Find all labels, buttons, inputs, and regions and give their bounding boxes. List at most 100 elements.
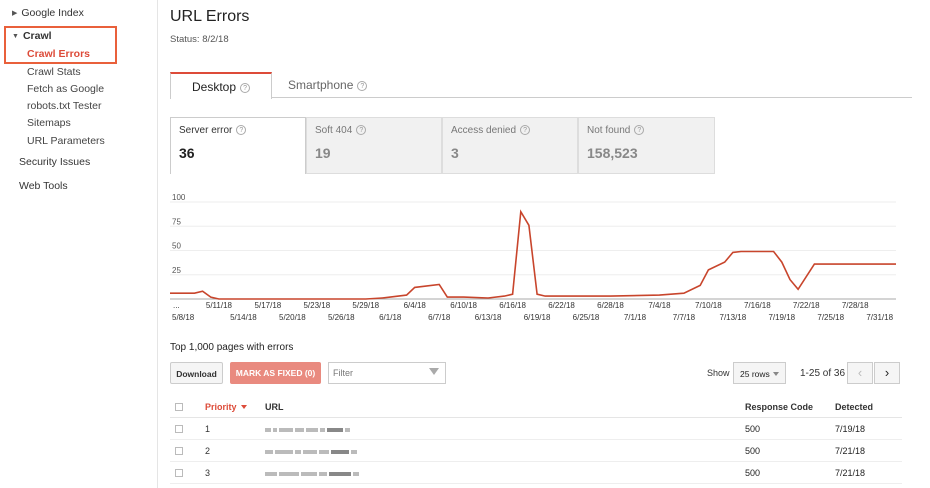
x-tick-label: 7/7/18 xyxy=(673,313,696,322)
sidebar-item-url-parameters[interactable]: URL Parameters xyxy=(27,135,105,147)
sidebar-item-robots-tester[interactable]: robots.txt Tester xyxy=(27,100,102,112)
sidebar-item-label: Google Index xyxy=(21,7,84,19)
rows-per-page-select[interactable]: 25 rows xyxy=(733,362,786,384)
x-tick-label: 6/25/18 xyxy=(573,313,600,322)
y-tick-label: 75 xyxy=(172,217,181,226)
x-tick-label: 7/28/18 xyxy=(842,301,869,310)
row-response-code: 500 xyxy=(745,468,761,478)
highlight-box xyxy=(4,26,117,64)
download-button[interactable]: Download xyxy=(170,362,223,384)
card-value: 158,523 xyxy=(587,145,638,161)
expand-arrow-icon: ▶ xyxy=(12,10,18,17)
card-server-error[interactable]: Server error? 36 xyxy=(170,117,306,174)
page-title: URL Errors xyxy=(170,8,250,25)
row-detected-date: 7/19/18 xyxy=(835,424,866,434)
x-tick-label: 6/28/18 xyxy=(597,301,624,310)
table-row[interactable]: 1 500 7/19/18 xyxy=(170,418,902,440)
sidebar-item-crawl-stats[interactable]: Crawl Stats xyxy=(27,66,81,78)
filter-placeholder: Filter xyxy=(333,368,353,378)
x-tick-label: 7/25/18 xyxy=(817,313,844,322)
y-tick-label: 100 xyxy=(172,193,186,202)
sidebar-item-fetch-as-google[interactable]: Fetch as Google xyxy=(27,83,105,95)
server-error-series-line xyxy=(170,209,896,300)
x-tick-label: 7/4/18 xyxy=(648,301,671,310)
url-header[interactable]: URL xyxy=(265,402,284,412)
show-label: Show xyxy=(707,368,730,378)
header-label: Priority xyxy=(205,402,237,412)
x-tick-label: 5/14/18 xyxy=(230,313,257,322)
card-label: Not found xyxy=(587,125,631,136)
tab-label: Desktop xyxy=(192,80,237,94)
device-tabs: Desktop? Smartphone? xyxy=(170,72,912,99)
x-tick-label: 7/13/18 xyxy=(720,313,747,322)
help-icon[interactable]: ? xyxy=(240,83,251,93)
prev-page-button[interactable]: ‹ xyxy=(847,362,873,384)
help-icon[interactable]: ? xyxy=(356,125,367,135)
row-checkbox[interactable] xyxy=(175,425,183,433)
row-detected-date: 7/21/18 xyxy=(835,468,866,478)
next-page-button[interactable]: › xyxy=(874,362,900,384)
card-label: Soft 404 xyxy=(315,125,353,136)
help-icon[interactable]: ? xyxy=(357,81,368,91)
table-toolbar: Download MARK AS FIXED (0) Filter Show 2… xyxy=(170,362,912,386)
help-icon[interactable]: ? xyxy=(634,125,645,135)
help-icon[interactable]: ? xyxy=(236,125,247,135)
tab-desktop[interactable]: Desktop? xyxy=(170,72,272,99)
y-tick-label: 50 xyxy=(172,242,181,251)
filter-input[interactable]: Filter xyxy=(328,362,446,384)
x-tick-label: 5/26/18 xyxy=(328,313,355,322)
error-type-cards: Server error? 36 Soft 404? 19 Access den… xyxy=(170,117,715,174)
card-soft-404[interactable]: Soft 404? 19 xyxy=(306,117,442,174)
row-priority: 2 xyxy=(205,446,211,456)
filter-funnel-icon[interactable] xyxy=(429,368,439,375)
help-icon[interactable]: ? xyxy=(520,125,531,135)
response-code-header[interactable]: Response Code xyxy=(745,402,814,412)
x-tick-label: 5/11/18 xyxy=(206,301,233,310)
sidebar-item-sitemaps[interactable]: Sitemaps xyxy=(27,117,71,129)
x-tick-label: 5/17/18 xyxy=(255,301,282,310)
card-value: 36 xyxy=(179,145,195,161)
row-checkbox[interactable] xyxy=(175,447,183,455)
sidebar-item-crawl[interactable]: ▼ Crawl xyxy=(12,30,52,42)
x-tick-label: 7/1/18 xyxy=(624,313,647,322)
sort-desc-icon xyxy=(240,405,247,409)
card-value: 3 xyxy=(451,145,459,161)
x-tick-label: 7/19/18 xyxy=(768,313,795,322)
mark-as-fixed-button[interactable]: MARK AS FIXED (0) xyxy=(230,362,321,384)
x-tick-label: 7/16/18 xyxy=(744,301,771,310)
row-priority: 1 xyxy=(205,424,211,434)
sidebar-item-crawl-errors[interactable]: Crawl Errors xyxy=(27,48,91,60)
pagination-range: 1-25 of 36 xyxy=(800,368,846,379)
redacted-url[interactable] xyxy=(265,424,352,433)
x-tick-label: 5/29/18 xyxy=(352,301,379,310)
x-tick-label: 7/10/18 xyxy=(695,301,722,310)
sidebar-item-google-index[interactable]: ▶ Google Index xyxy=(12,7,84,19)
errors-table: Priority URL Response Code Detected 1 50… xyxy=(170,396,902,484)
priority-header[interactable]: Priority xyxy=(205,402,247,412)
card-access-denied[interactable]: Access denied? 3 xyxy=(442,117,578,174)
row-checkbox[interactable] xyxy=(175,469,183,477)
x-tick-label: 7/31/18 xyxy=(866,313,893,322)
card-value: 19 xyxy=(315,145,331,161)
redacted-url[interactable] xyxy=(265,468,361,477)
status-text: Status: 8/2/18 xyxy=(170,34,229,45)
x-tick-label: ... xyxy=(173,301,180,310)
table-row[interactable]: 2 500 7/21/18 xyxy=(170,440,902,462)
x-tick-label: 6/7/18 xyxy=(428,313,451,322)
table-row[interactable]: 3 500 7/21/18 xyxy=(170,462,902,484)
x-tick-label: 6/4/18 xyxy=(404,301,427,310)
redacted-url[interactable] xyxy=(265,446,359,455)
sidebar-item-security-issues[interactable]: Security Issues xyxy=(19,156,91,168)
x-tick-label: 5/23/18 xyxy=(303,301,330,310)
x-tick-label: 6/13/18 xyxy=(475,313,502,322)
x-tick-label: 6/16/18 xyxy=(499,301,526,310)
errors-line-chart: 100 75 50 25... 5/11/18 5/17/18 5/23/18 5/29/18… xyxy=(170,193,896,322)
section-heading: Top 1,000 pages with errors xyxy=(170,342,294,353)
card-not-found[interactable]: Not found? 158,523 xyxy=(578,117,715,174)
sidebar-item-web-tools[interactable]: Web Tools xyxy=(19,180,68,192)
table-header: Priority URL Response Code Detected xyxy=(170,396,902,418)
detected-header[interactable]: Detected xyxy=(835,402,874,412)
tab-smartphone[interactable]: Smartphone? xyxy=(288,72,398,98)
select-all-checkbox[interactable] xyxy=(175,403,183,411)
x-tick-label: 6/10/18 xyxy=(450,301,477,310)
